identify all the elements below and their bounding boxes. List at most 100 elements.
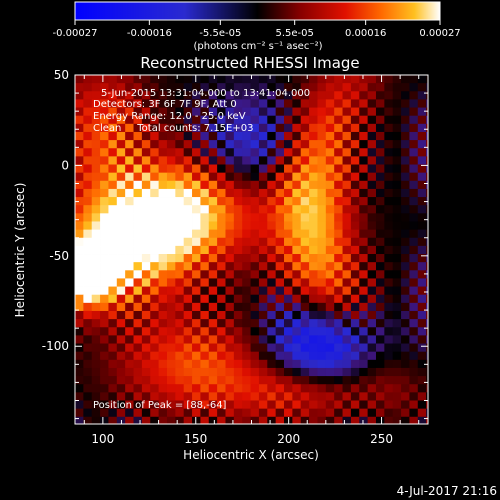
heatmap-cell <box>435 221 444 230</box>
heatmap-cell <box>401 205 410 214</box>
heatmap-cell <box>258 237 268 247</box>
heatmap-cell <box>183 351 193 361</box>
heatmap-cell <box>208 172 218 182</box>
heatmap-cell <box>384 294 394 304</box>
heatmap-cell <box>233 75 243 84</box>
heatmap-cell <box>359 294 369 304</box>
heatmap-cell <box>141 107 151 117</box>
heatmap-cell <box>275 400 285 410</box>
heatmap-cell <box>401 278 410 287</box>
heatmap-cell <box>242 302 251 312</box>
heatmap-cell <box>317 221 327 231</box>
heatmap-cell <box>141 91 151 100</box>
heatmap-cell <box>200 164 210 174</box>
heatmap-cell <box>217 205 226 214</box>
heatmap-cell <box>250 262 260 271</box>
heatmap-cell <box>183 91 193 100</box>
heatmap-cell <box>309 408 318 418</box>
heatmap-cell <box>133 213 143 222</box>
heatmap-cell <box>334 156 343 165</box>
heatmap-cell <box>350 319 360 328</box>
heatmap-cell <box>183 107 193 117</box>
heatmap-cell <box>375 156 385 165</box>
heatmap-cell <box>125 367 134 377</box>
heatmap-cell <box>258 302 268 312</box>
heatmap-cell <box>309 205 318 214</box>
heatmap-cell <box>392 245 402 255</box>
heatmap-cell <box>267 83 277 92</box>
heatmap-cell <box>208 400 218 410</box>
heatmap-cell <box>300 335 310 344</box>
heatmap-cell <box>401 164 410 174</box>
heatmap-cell <box>267 205 277 214</box>
heatmap-cell <box>91 400 101 410</box>
heatmap-cell <box>250 123 260 133</box>
heatmap-cell <box>334 278 343 287</box>
heatmap-cell <box>392 99 402 108</box>
heatmap-cell <box>325 188 335 198</box>
heatmap-cell <box>166 140 176 149</box>
heatmap-cell <box>250 278 260 287</box>
heatmap-cell <box>292 99 302 108</box>
heatmap-cell <box>116 83 126 92</box>
heatmap-cell <box>384 400 394 410</box>
heatmap-cell <box>334 351 343 361</box>
heatmap-cell <box>250 408 260 418</box>
heatmap-cell <box>250 343 260 353</box>
heatmap-cell <box>275 188 285 198</box>
heatmap-cell <box>83 245 93 255</box>
heatmap-cell <box>150 270 159 279</box>
heatmap-cell <box>384 99 394 108</box>
heatmap-cell <box>242 188 251 198</box>
heatmap-cell <box>342 91 352 100</box>
heatmap-cell <box>325 245 335 255</box>
heatmap-cell <box>435 91 444 100</box>
heatmap-cell <box>267 180 277 190</box>
heatmap-cell <box>292 254 302 263</box>
heatmap-cell <box>367 278 377 287</box>
heatmap-cell <box>350 213 360 222</box>
heatmap-cell <box>158 343 168 353</box>
heatmap-cell <box>125 262 134 271</box>
heatmap-cell <box>367 221 377 231</box>
colorbar-tick-label: -0.00027 <box>53 28 98 39</box>
heatmap-cell <box>225 319 235 328</box>
heatmap-cell <box>258 164 268 174</box>
heatmap-cell <box>183 310 193 320</box>
heatmap-cell <box>426 75 428 84</box>
heatmap-cell <box>250 156 260 165</box>
heatmap-cell <box>133 319 143 328</box>
heatmap-cell <box>183 188 193 198</box>
heatmap-cell <box>116 351 126 361</box>
heatmap-cell <box>183 294 193 304</box>
heatmap-cell <box>108 221 118 231</box>
heatmap-cell <box>325 335 335 344</box>
heatmap-cell <box>91 197 101 206</box>
heatmap-cell <box>75 229 84 239</box>
heatmap-cell <box>158 278 168 287</box>
heatmap-cell <box>208 83 218 92</box>
heatmap-cell <box>367 310 377 320</box>
heatmap-cell <box>284 376 293 385</box>
heatmap-cell <box>141 278 151 287</box>
heatmap-cell <box>100 164 109 174</box>
heatmap-cell <box>284 172 293 182</box>
heatmap-cell <box>91 376 101 385</box>
heatmap-cell <box>208 164 218 174</box>
heatmap-cell <box>435 368 444 377</box>
annotation-detectors: Detectors: 3F 6F 7F 9F, Att 0 <box>93 99 237 110</box>
heatmap-cell <box>375 123 385 133</box>
heatmap-cell <box>267 229 277 239</box>
heatmap-cell <box>267 310 277 320</box>
heatmap-cell <box>401 359 410 369</box>
heatmap-cell <box>150 107 159 117</box>
heatmap-cell <box>116 254 126 263</box>
heatmap-cell <box>309 75 318 84</box>
heatmap-cell <box>208 75 218 84</box>
heatmap-cell <box>426 164 428 174</box>
heatmap-cell <box>284 91 293 100</box>
heatmap-cell <box>133 327 143 336</box>
heatmap-cell <box>133 237 143 247</box>
heatmap-cell <box>317 164 327 174</box>
annotation-clean-counts: Clean Total counts: 7.15E+03 <box>93 123 253 134</box>
